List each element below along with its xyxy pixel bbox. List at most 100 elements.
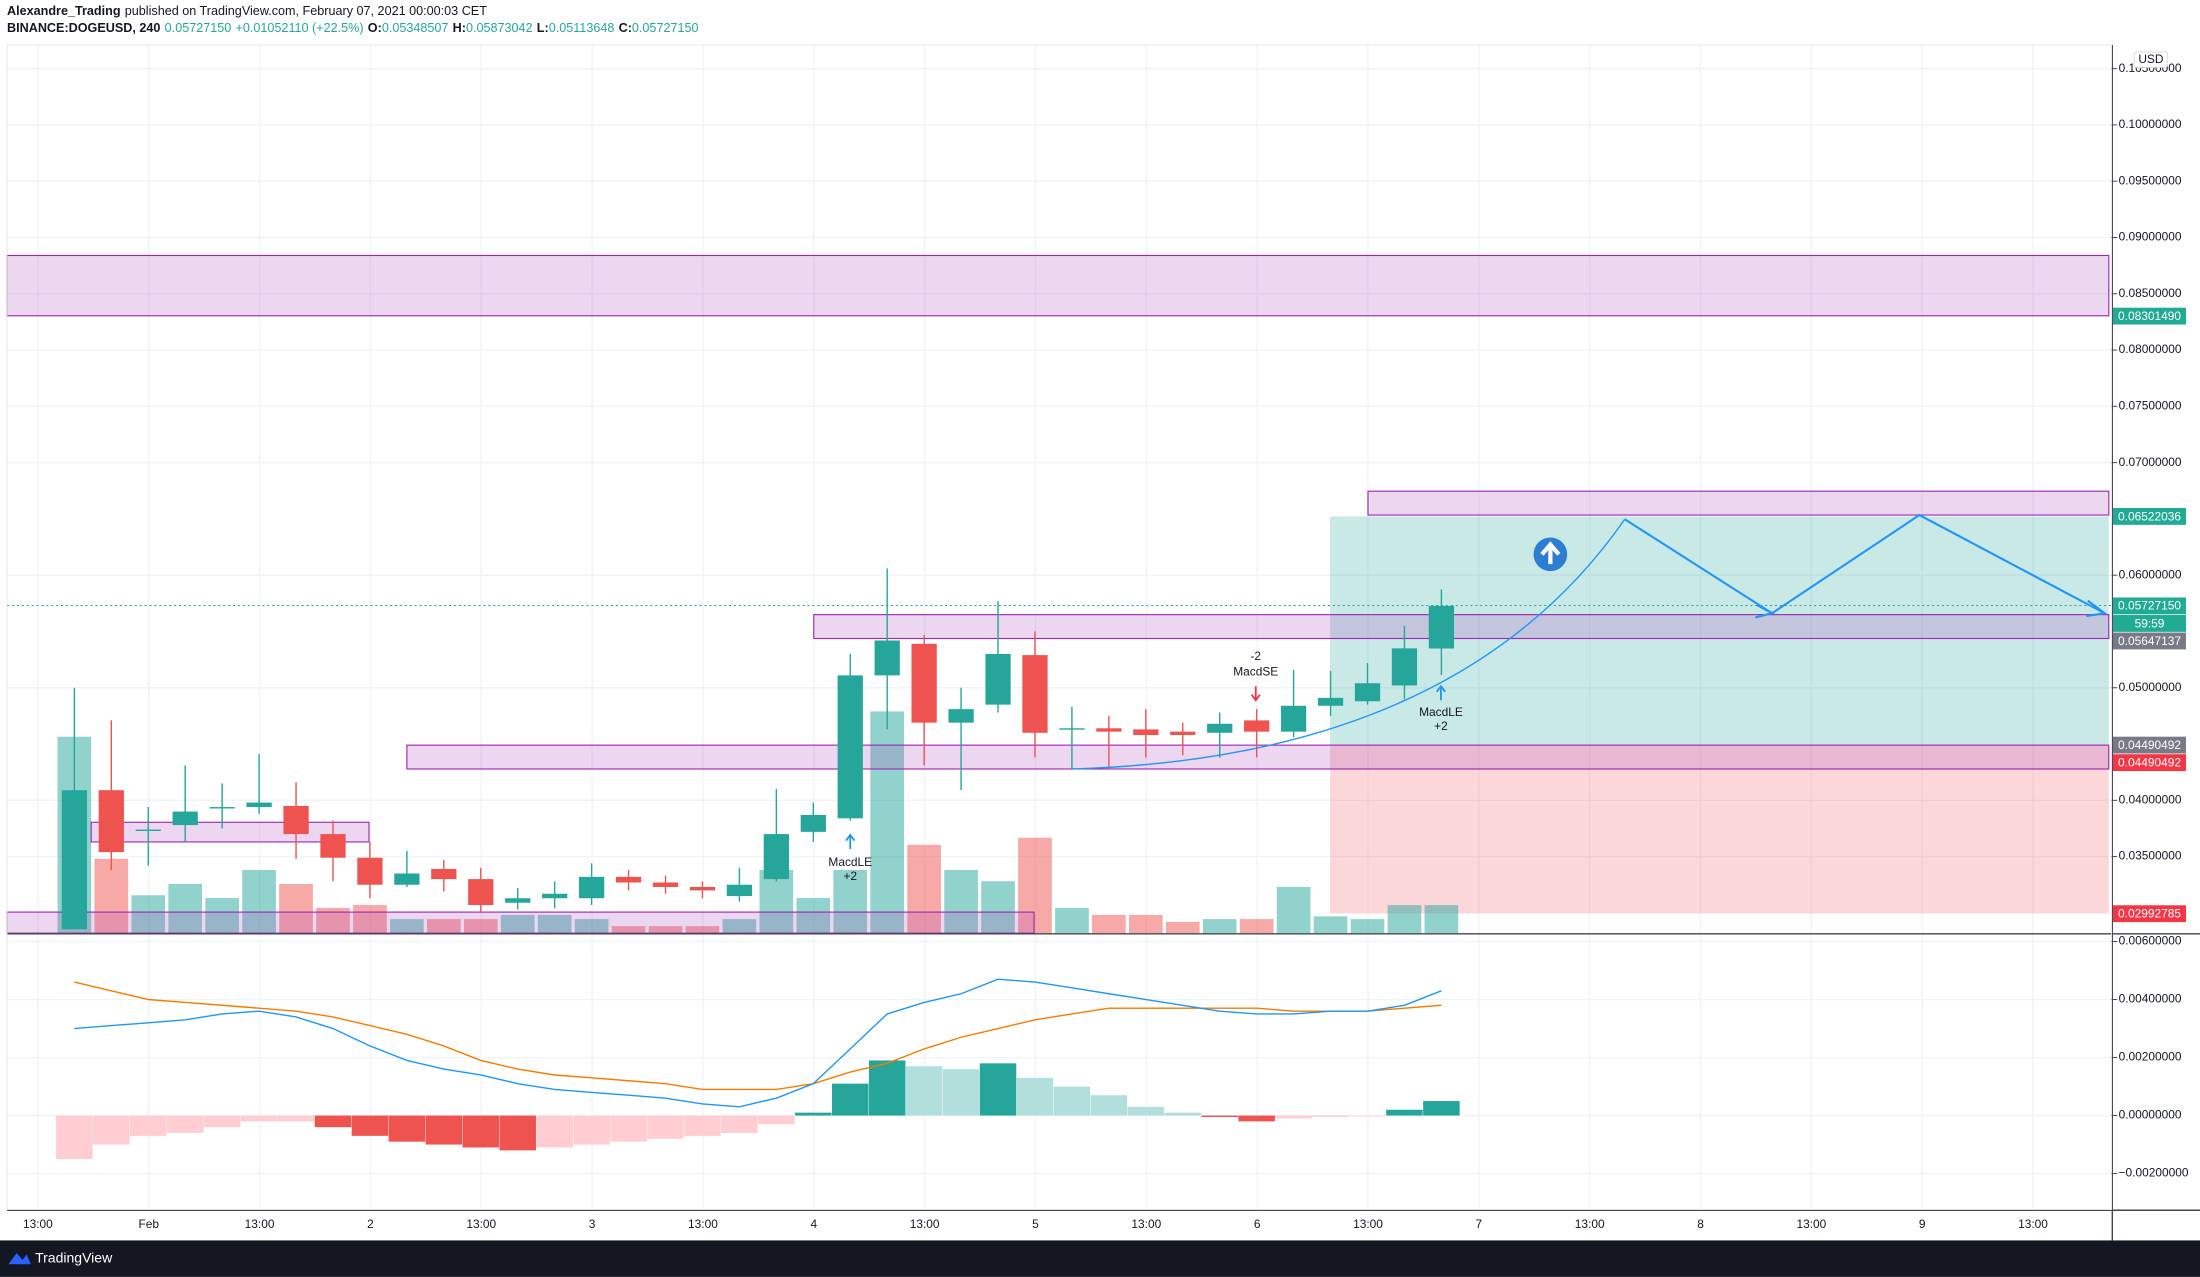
x-tick-label: 2: [367, 1217, 374, 1231]
candle-body: [246, 802, 272, 808]
candle-body: [209, 807, 235, 809]
header-line-2: BINANCE:DOGEUSD, 240 0.05727150 +0.0105211…: [7, 21, 699, 35]
x-tick-label: 6: [1254, 1217, 1261, 1231]
candle-body: [1022, 655, 1048, 733]
volume-bar: [722, 919, 757, 934]
zone: [6, 911, 1035, 934]
histogram-bar: [425, 1115, 463, 1145]
histogram-bar: [1164, 1112, 1202, 1116]
x-tick-label: Feb: [138, 1217, 159, 1231]
volume-bar: [390, 919, 424, 934]
y-tick-label: 0.07500000: [2119, 398, 2182, 412]
candle-body: [505, 898, 531, 903]
histogram-bar: [1349, 1115, 1386, 1117]
candle-body: [98, 790, 124, 853]
histogram-bar: [388, 1115, 426, 1142]
arrow-heads: [1754, 599, 2108, 619]
loss-zone: [1330, 745, 2109, 914]
histogram-bar: [868, 1060, 906, 1116]
candle-body: [320, 834, 346, 858]
y-tick-label: 0.04000000: [2119, 792, 2182, 806]
candle-body: [172, 811, 198, 826]
signal-qty: -2: [1250, 649, 1261, 663]
histogram-bar: [795, 1112, 832, 1116]
volume-bar: [1128, 914, 1163, 934]
candle-body: [985, 653, 1011, 705]
y-tick-label: 0.08000000: [2119, 342, 2182, 356]
histogram-bar: [1275, 1115, 1312, 1119]
plot-frame: [6, 44, 2113, 1210]
footer: [0, 1240, 2200, 1277]
candle-body: [431, 868, 457, 880]
up-icon-arrow: [1540, 541, 1561, 565]
volume-bar: [537, 914, 572, 934]
candle-body: [837, 675, 863, 819]
volume-bar: [168, 884, 203, 934]
projection-arc: [1071, 518, 1626, 770]
footer-brand[interactable]: TradingView: [35, 1249, 113, 1265]
volume-bar: [205, 898, 239, 934]
ohlc-label: L:: [537, 21, 549, 35]
histogram-bar: [1090, 1095, 1128, 1116]
histogram-bar: [905, 1066, 943, 1116]
signal-label: MacdSE: [1233, 664, 1278, 678]
volume-bar: [1202, 919, 1237, 934]
volume-bar: [611, 926, 646, 934]
y-tick-label: 0.00600000: [2119, 934, 2182, 948]
axes: 0.03500000 0.04000000 0.05000000 0.06000000…: [23, 61, 2189, 1231]
candle-body: [615, 876, 642, 883]
grid: [7, 45, 2112, 1210]
y-tick-label: 0.00000000: [2119, 1108, 2182, 1122]
zone: [406, 744, 2110, 770]
y-tick-label: 0.03500000: [2119, 849, 2182, 863]
volume-bar: [242, 870, 276, 934]
histogram-bar: [203, 1115, 241, 1128]
price-tag: [2113, 632, 2186, 650]
candle-body: [61, 790, 87, 930]
currency-box: [2133, 51, 2169, 68]
histogram-bar: [314, 1115, 352, 1128]
candle-body: [726, 884, 753, 896]
price-tag: [2113, 754, 2186, 772]
candle-body: [652, 882, 679, 887]
candle-body: [283, 805, 309, 835]
candle-body: [1244, 720, 1270, 732]
candle-body: [874, 640, 900, 676]
candle-body: [1207, 723, 1233, 733]
histogram-bar: [1201, 1115, 1238, 1118]
candle-body: [1170, 731, 1196, 736]
volume-bar: [1092, 914, 1126, 934]
published: published on TradingView.com, February 0…: [125, 4, 487, 18]
histogram-bar: [536, 1115, 573, 1148]
x-tick-label: 13:00: [1575, 1217, 1605, 1231]
footer-logo: [8, 1253, 31, 1265]
ohlc-value: 0.05113648: [549, 21, 615, 35]
volume-bar: [1018, 837, 1052, 934]
volume-bar: [94, 858, 129, 934]
histogram-bar: [351, 1115, 389, 1136]
price-tag: [2113, 307, 2186, 325]
price-tag-label: 0.04490492: [2118, 738, 2181, 752]
ohlc-label: C:: [619, 21, 632, 35]
profit-zone: [1330, 516, 2109, 746]
candle-body: [911, 643, 937, 723]
volume-bar: [796, 898, 831, 934]
x-tick-label: 13:00: [1131, 1217, 1161, 1231]
candles: [61, 568, 1455, 930]
currency: USD: [2138, 52, 2164, 66]
volume-bar: [1165, 921, 1200, 934]
ohlc-value: 0.05873042: [466, 21, 533, 35]
x-tick-label: 13:00: [910, 1217, 940, 1231]
candle-body: [1096, 728, 1122, 732]
signal-line: [74, 981, 1442, 1091]
zone: [813, 614, 2110, 640]
volume-bar: [981, 881, 1015, 934]
histogram-bar: [610, 1115, 647, 1142]
price-tag-label: 0.05727150: [2118, 599, 2181, 613]
last: 0.05727150: [165, 21, 232, 35]
histogram-bar: [93, 1115, 130, 1145]
y-tick-label: 0.00200000: [2119, 1050, 2182, 1064]
zone: [1367, 490, 2110, 516]
volume-bar: [1350, 919, 1385, 934]
histogram-bar: [647, 1115, 684, 1139]
